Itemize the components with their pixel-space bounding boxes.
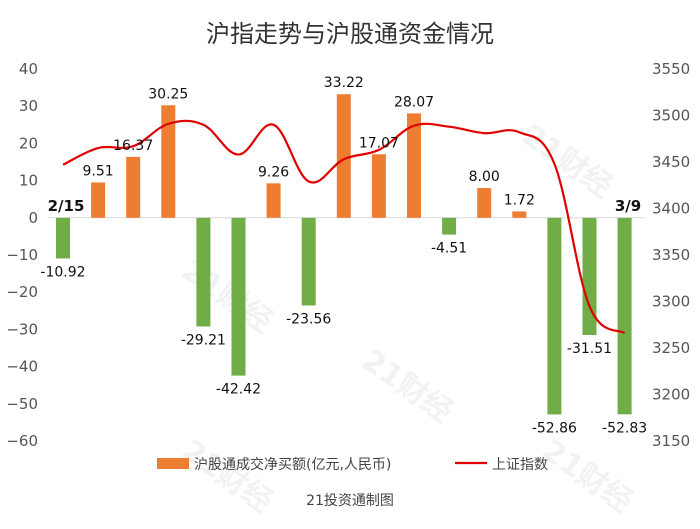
right-tick-label: 3500 xyxy=(652,107,690,125)
left-tick-label: 20 xyxy=(19,134,38,152)
data-label-3/1: 28.07 xyxy=(394,94,434,110)
data-label-2/21: -29.21 xyxy=(181,332,226,348)
left-tick-label: 0 xyxy=(28,209,38,227)
bar-2/24 xyxy=(301,217,316,306)
left-tick-label: −30 xyxy=(6,320,38,338)
legend: 沪股通成交净买额(亿元,人民币) 上证指数 xyxy=(157,456,548,473)
bar-3/4 xyxy=(512,211,527,218)
bar-3/2 xyxy=(442,217,457,235)
bar-2/21 xyxy=(196,217,211,327)
right-tick-label: 3200 xyxy=(652,386,690,404)
bar-3/7 xyxy=(547,217,562,415)
bar-3/3 xyxy=(477,188,492,218)
source-note: 21投资通制图 xyxy=(306,493,394,509)
bar-2/16 xyxy=(91,182,106,218)
watermark-4: 21财经 xyxy=(535,433,638,520)
bar-2/25 xyxy=(336,94,351,218)
left-tick-label: −10 xyxy=(6,246,38,264)
data-label-3/9: -52.83 xyxy=(602,420,647,436)
bar-labels: -10.92 9.51 16.37 30.25 -29.21 -42.42 9.26 -23.… xyxy=(40,75,647,436)
bar-2/15 xyxy=(56,217,70,259)
bar-3/9 xyxy=(617,217,632,415)
data-label-2/28: 17.07 xyxy=(359,135,399,151)
data-label-2/25: 33.22 xyxy=(324,75,364,91)
legend-swatch-bar xyxy=(157,458,189,469)
watermark-3: 21财经 xyxy=(175,433,278,520)
left-tick-label: 10 xyxy=(19,172,38,190)
legend-label-line: 上证指数 xyxy=(492,457,548,473)
bar-2/28 xyxy=(371,154,386,218)
end-date-label: 3/9 xyxy=(615,197,641,215)
watermark-2: 21财经 xyxy=(355,343,458,430)
right-tick-label: 3350 xyxy=(652,246,690,264)
data-label-2/23: 9.26 xyxy=(258,164,289,180)
left-tick-label: 30 xyxy=(19,97,38,115)
bar-3/8 xyxy=(582,217,597,336)
bars xyxy=(56,94,632,415)
left-tick-label: −60 xyxy=(6,432,38,450)
bar-3/1 xyxy=(407,113,421,218)
data-label-2/18: 30.25 xyxy=(148,86,188,102)
data-label-3/4: 1.72 xyxy=(504,192,535,208)
right-tick-label: 3250 xyxy=(652,339,690,357)
data-label-3/3: 8.00 xyxy=(469,169,500,185)
left-tick-label: −20 xyxy=(6,283,38,301)
watermark-1: 21财经 xyxy=(175,253,278,340)
index-line xyxy=(62,119,626,335)
data-label-2/24: -23.56 xyxy=(286,311,331,327)
left-tick-label: 40 xyxy=(19,60,38,78)
data-label-2/17: 16.37 xyxy=(113,138,153,154)
bar-2/17 xyxy=(126,156,141,218)
data-label-3/2: -4.51 xyxy=(431,241,467,257)
left-tick-label: −40 xyxy=(6,358,38,376)
left-tick-label: −50 xyxy=(6,395,38,413)
data-label-2/16: 9.51 xyxy=(83,163,114,179)
bar-2/22 xyxy=(231,217,246,376)
chart-title: 沪指走势与沪股通资金情况 xyxy=(206,20,494,48)
right-tick-label: 3300 xyxy=(652,293,690,311)
right-tick-label: 3400 xyxy=(652,200,690,218)
right-tick-label: 3150 xyxy=(652,432,690,450)
start-date-label: 2/15 xyxy=(48,197,85,215)
data-label-2/22: -42.42 xyxy=(216,382,261,398)
right-axis: 3550 3500 3450 3400 3350 3300 3250 3200 3150 xyxy=(652,60,690,450)
bar-2/23 xyxy=(266,183,281,218)
right-tick-label: 3550 xyxy=(652,60,690,78)
data-label-3/8: -31.51 xyxy=(567,341,612,357)
right-tick-label: 3450 xyxy=(652,153,690,171)
bar-2/18 xyxy=(161,105,176,218)
data-label-2/15: -10.92 xyxy=(40,264,85,280)
data-label-3/7: -52.86 xyxy=(532,420,577,436)
legend-label-bar: 沪股通成交净买额(亿元,人民币) xyxy=(194,456,391,473)
left-axis: 40 30 20 10 0 −10 −20 −30 −40 −50 −60 xyxy=(6,60,38,450)
